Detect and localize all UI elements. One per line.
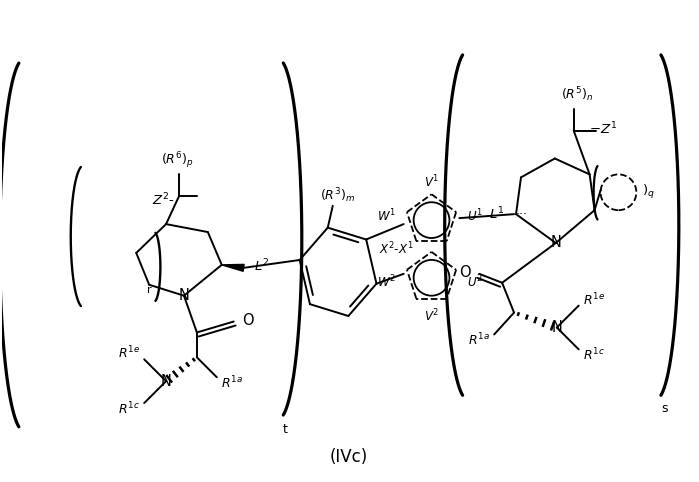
Text: r: r <box>147 285 152 295</box>
Text: $Z^2$-: $Z^2$- <box>152 192 175 209</box>
Text: $R^{1e}$: $R^{1e}$ <box>118 345 140 362</box>
Text: $-Z^1$: $-Z^1$ <box>589 120 617 137</box>
Text: N: N <box>552 320 562 335</box>
Text: t: t <box>282 423 287 436</box>
Text: $X^2$-$X^1$: $X^2$-$X^1$ <box>379 241 414 257</box>
Text: $(R^6)_p$: $(R^6)_p$ <box>161 150 193 171</box>
Text: $L^2$: $L^2$ <box>254 257 268 274</box>
Text: $R^{1c}$: $R^{1c}$ <box>118 401 140 417</box>
Text: $U^2$: $U^2$ <box>468 273 483 290</box>
Text: $R^{1e}$: $R^{1e}$ <box>583 291 605 308</box>
Text: $L^1$: $L^1$ <box>489 206 504 223</box>
Text: $R^{1c}$: $R^{1c}$ <box>583 347 605 363</box>
Text: O: O <box>243 313 254 328</box>
Polygon shape <box>222 265 244 271</box>
Text: $(R^3)_m$: $(R^3)_m$ <box>320 187 355 205</box>
Text: (IVc): (IVc) <box>330 448 368 466</box>
Text: $W^1$: $W^1$ <box>377 208 396 225</box>
Text: $U^1$: $U^1$ <box>468 208 483 225</box>
Text: N: N <box>161 374 171 388</box>
Text: $R^{1a}$: $R^{1a}$ <box>468 332 490 348</box>
Text: $V^2$: $V^2$ <box>424 307 439 324</box>
Text: N: N <box>550 236 561 251</box>
Text: $(R^5)_n$: $(R^5)_n$ <box>561 85 593 104</box>
Text: $R^{1a}$: $R^{1a}$ <box>221 375 243 391</box>
Text: ···: ··· <box>516 208 528 221</box>
Text: $W^2$: $W^2$ <box>377 273 396 290</box>
Text: $V^1$: $V^1$ <box>424 174 439 191</box>
Text: N: N <box>178 288 189 303</box>
Text: $)_q$: $)_q$ <box>642 183 655 201</box>
Text: O: O <box>459 265 470 281</box>
Text: s: s <box>661 402 668 415</box>
